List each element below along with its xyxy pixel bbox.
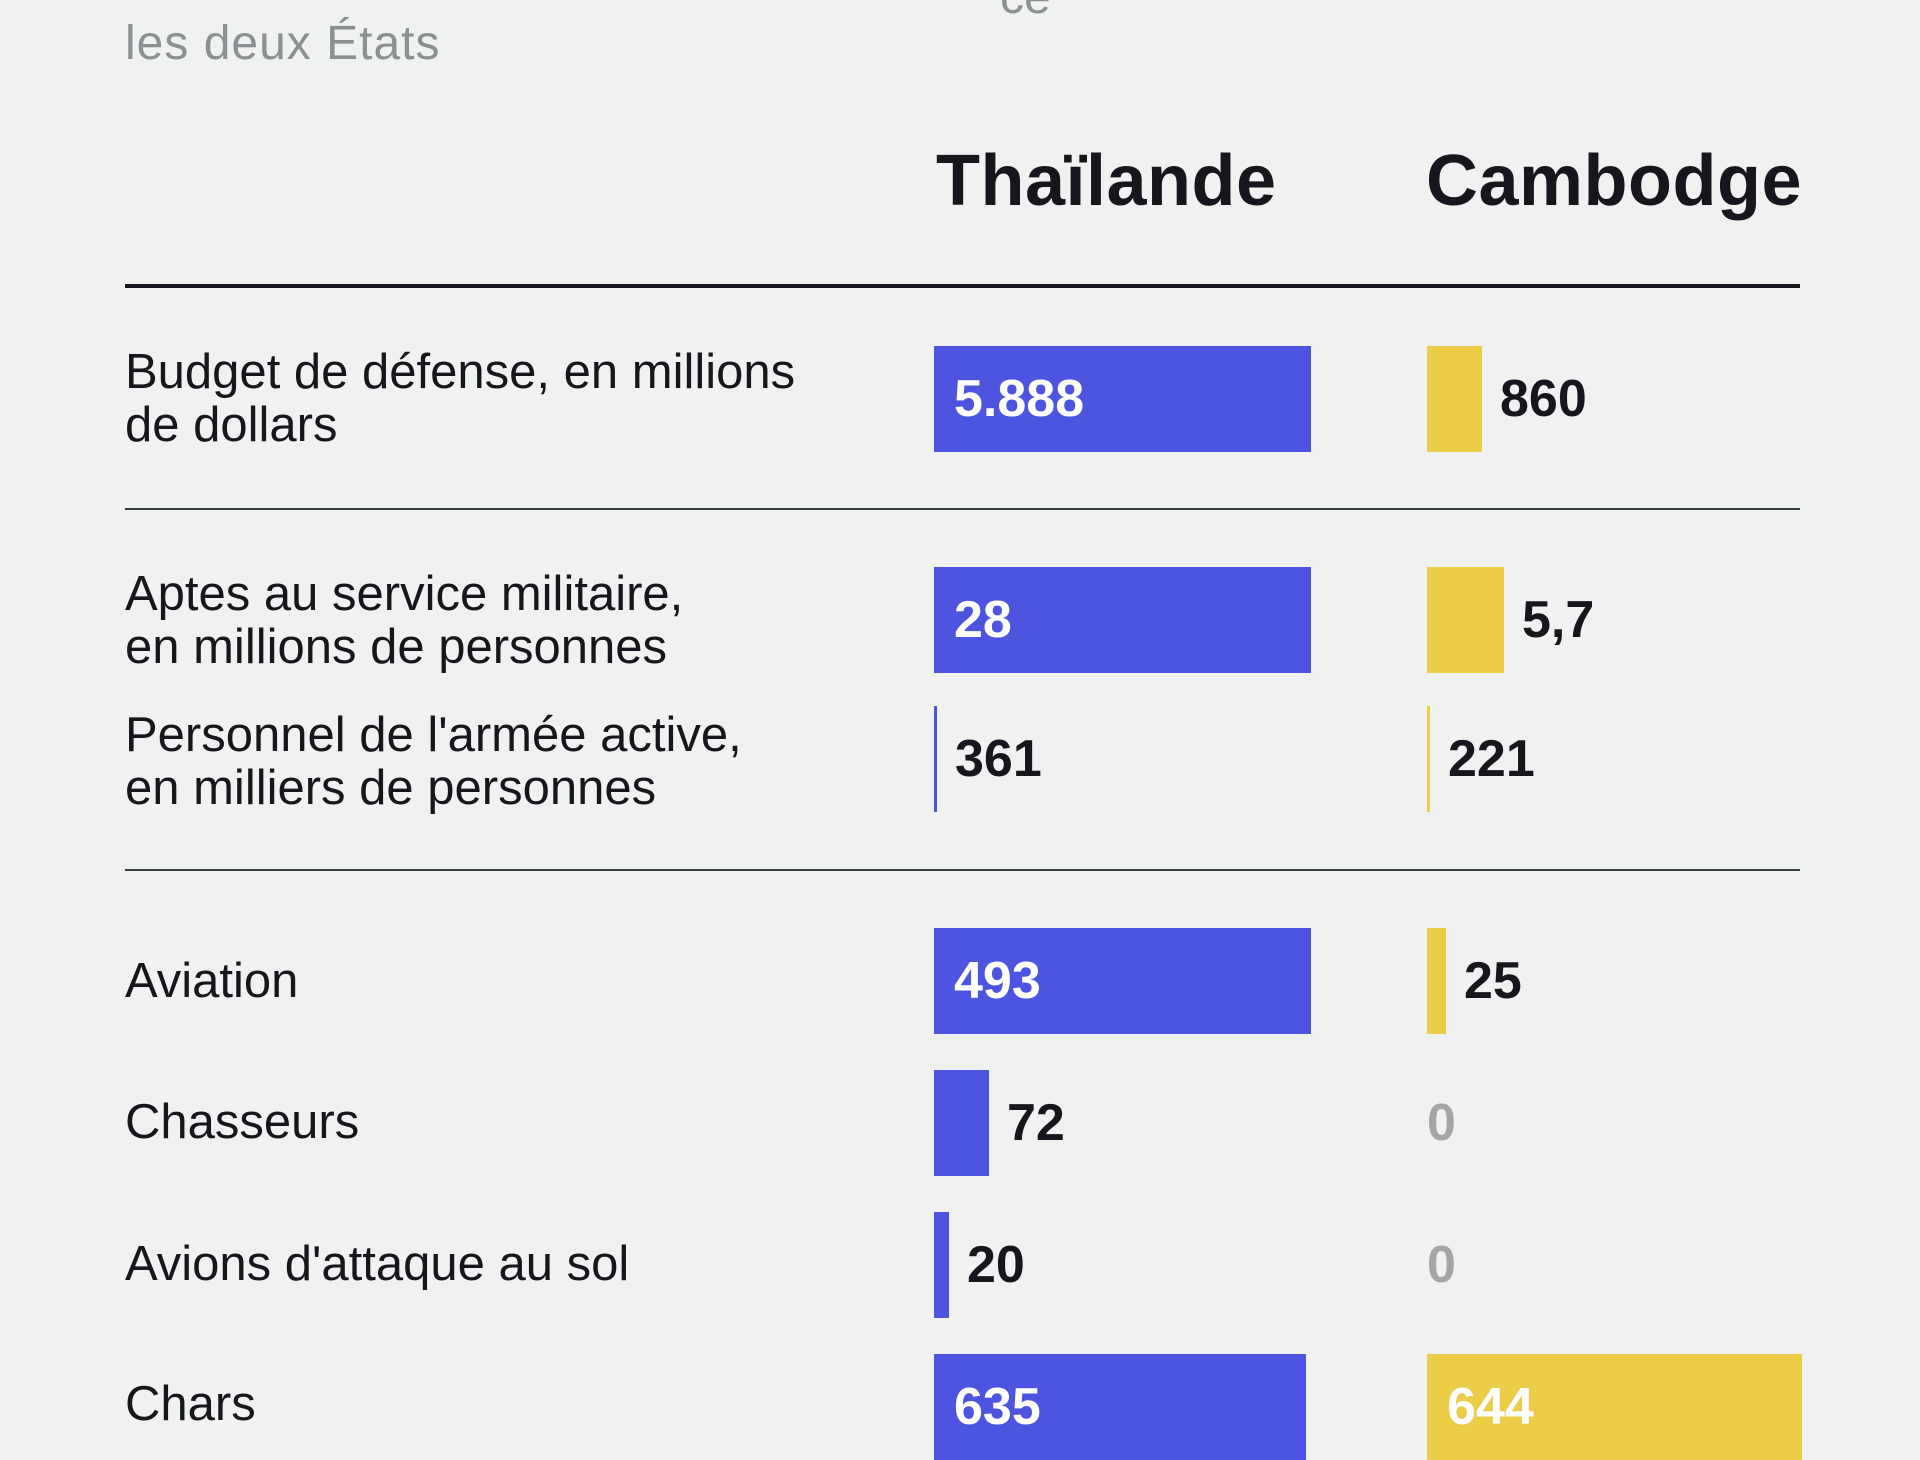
group-divider-2: [125, 869, 1800, 871]
bar-thailand: [934, 1070, 989, 1176]
chart-subtitle: les deux États: [125, 17, 441, 70]
value-label-thailand: 635: [954, 1378, 1041, 1436]
value-label-thailand: 28: [954, 591, 1012, 649]
column-header-thailand: Thaïlande: [936, 141, 1277, 221]
bar-cambodia: [1427, 567, 1504, 673]
header-rule: [125, 284, 1800, 288]
row-label: Aptes au service militaire, en millions …: [125, 567, 684, 674]
bar-thailand: [934, 346, 1311, 452]
row-label: Personnel de l'armée active, en milliers…: [125, 708, 742, 815]
value-label-cambodia: 644: [1447, 1378, 1534, 1436]
value-label-thailand: 5.888: [954, 370, 1085, 428]
value-label-thailand: 493: [954, 952, 1041, 1010]
value-label-cambodia: 5,7: [1522, 591, 1595, 649]
bar-cambodia: [1427, 346, 1482, 452]
value-label-thailand: 72: [1007, 1094, 1065, 1152]
group-divider-1: [125, 508, 1800, 510]
bar-thailand: [934, 567, 1311, 673]
bar-thailand: [934, 1212, 949, 1318]
value-label-cambodia: 221: [1448, 730, 1535, 788]
value-label-cambodia: 25: [1464, 952, 1522, 1010]
row-label: Aviation: [125, 954, 299, 1008]
row-label: Chars: [125, 1377, 256, 1431]
row-label: Chasseurs: [125, 1095, 360, 1149]
value-label-cambodia: 860: [1500, 370, 1587, 428]
value-label-cambodia: 0: [1427, 1236, 1456, 1294]
value-label-thailand: 361: [955, 730, 1042, 788]
bar-thailand: [934, 706, 937, 812]
value-label-cambodia: 0: [1427, 1094, 1456, 1152]
bar-cambodia: [1427, 928, 1446, 1034]
column-header-cambodia: Cambodge: [1426, 141, 1803, 221]
subtitle-cutoff-text: ce: [1000, 0, 1051, 25]
value-label-thailand: 20: [967, 1236, 1025, 1294]
bar-thailand: [934, 928, 1311, 1034]
bar-cambodia: [1427, 706, 1430, 812]
row-label: Avions d'attaque au sol: [125, 1237, 630, 1291]
row-label: Budget de défense, en millions de dollar…: [125, 345, 796, 452]
